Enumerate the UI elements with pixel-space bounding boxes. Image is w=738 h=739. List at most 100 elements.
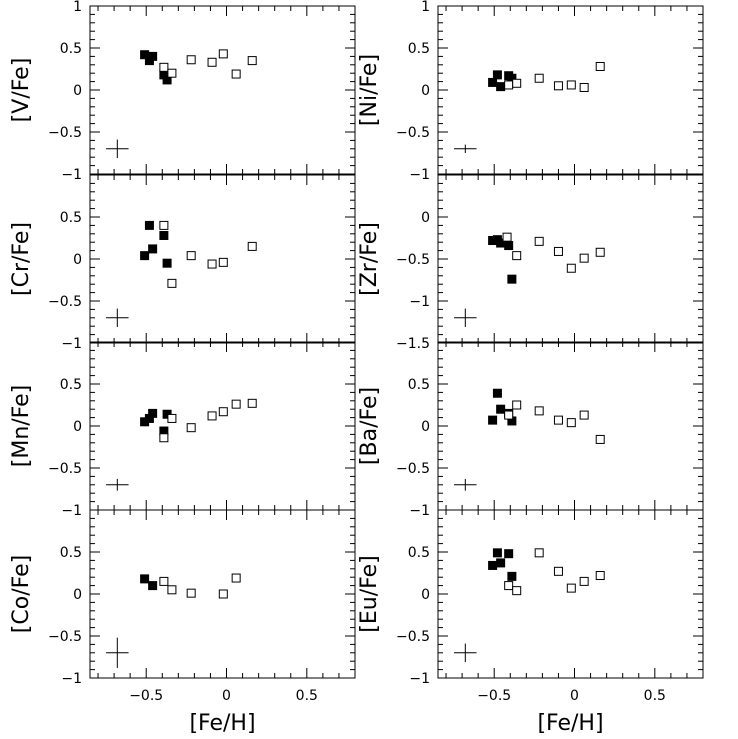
y-tick-label: 0.5 <box>60 41 82 57</box>
y-axis-label: [V/Fe] <box>9 58 34 123</box>
open-square-point <box>218 407 228 417</box>
open-square-point <box>595 571 605 581</box>
open-square-point <box>231 573 241 583</box>
filled-square-point <box>504 549 514 559</box>
open-square-point <box>553 566 563 576</box>
x-tick-label: 0.5 <box>296 688 318 704</box>
x-tick-label: −0.5 <box>129 688 163 704</box>
open-square-point <box>534 548 544 558</box>
y-axis-label: [Mn/Fe] <box>9 385 34 468</box>
plot-frame <box>437 174 704 344</box>
y-axis-label: [Co/Fe] <box>9 555 34 633</box>
y-tick-label: −1 <box>409 503 430 519</box>
y-axis-label: [Ba/Fe] <box>357 387 382 465</box>
y-tick-label: −0.5 <box>48 461 82 477</box>
panel-cr-fe: −1 −0.5 0 0.5 [Cr/Fe] <box>9 174 356 352</box>
open-square-point <box>186 251 196 261</box>
open-square-point <box>159 62 169 72</box>
plot-frame <box>89 341 356 511</box>
open-square-point <box>167 278 177 288</box>
y-tick-label: −0.5 <box>396 125 430 141</box>
y-tick-label: 1 <box>73 0 82 15</box>
open-square-point <box>159 433 169 443</box>
filled-square-point <box>492 548 502 558</box>
open-square-point <box>159 220 169 230</box>
filled-square-point <box>492 388 502 398</box>
panel-v-fe: −1 −0.5 0 0.5 1 [V/Fe] <box>9 0 356 183</box>
y-tick-label: −0.5 <box>48 294 82 310</box>
filled-square-point <box>496 82 506 92</box>
open-square-point <box>207 259 217 269</box>
y-tick-label: 0 <box>73 419 82 435</box>
y-tick-label: −1 <box>409 167 430 183</box>
open-square-point <box>218 257 228 267</box>
open-square-point <box>247 56 257 66</box>
y-tick-label: 0 <box>421 419 430 435</box>
y-tick-label: −1.5 <box>396 336 430 352</box>
panel-ni-fe: −1 −0.5 0 0.5 1 [Ni/Fe] <box>357 0 704 183</box>
open-square-point <box>534 236 544 246</box>
filled-square-point <box>144 220 154 230</box>
y-tick-label: −1 <box>61 503 82 519</box>
open-square-point <box>167 585 177 595</box>
y-axis-label: [Ni/Fe] <box>357 54 382 126</box>
y-tick-label: −0.5 <box>396 461 430 477</box>
open-square-point <box>553 415 563 425</box>
open-square-point <box>566 583 576 593</box>
open-square-point <box>512 586 522 596</box>
y-tick-label: 0 <box>73 252 82 268</box>
filled-square-point <box>148 581 158 591</box>
filled-square-point <box>148 408 158 418</box>
open-square-point <box>595 434 605 444</box>
y-tick-label: 0 <box>421 587 430 603</box>
open-square-point <box>247 241 257 251</box>
filled-square-point <box>507 274 517 284</box>
y-tick-label: −0.5 <box>396 252 430 268</box>
filled-square-point <box>496 558 506 568</box>
open-square-point <box>159 576 169 586</box>
y-tick-label: −1 <box>61 167 82 183</box>
panel-eu-fe: −1 −0.5 0 0.5 −0.5 0 0.5 [Eu/Fe] [Fe/H] <box>357 509 704 736</box>
open-square-point <box>579 576 589 586</box>
y-tick-label: 0 <box>421 210 430 226</box>
filled-square-point <box>159 230 169 240</box>
open-square-point <box>595 61 605 71</box>
filled-square-point <box>148 51 158 61</box>
panel-zr-fe: −1.5 −1 −0.5 0 [Zr/Fe] <box>357 174 704 352</box>
y-tick-label: −1 <box>409 671 430 687</box>
panel-ba-fe: −1 −0.5 0 0.5 [Ba/Fe] <box>357 341 704 519</box>
y-tick-label: 1 <box>421 0 430 15</box>
y-tick-label: 0.5 <box>60 545 82 561</box>
y-tick-label: −0.5 <box>48 629 82 645</box>
filled-square-point <box>488 415 498 425</box>
open-square-point <box>553 81 563 91</box>
y-tick-label: 0.5 <box>408 377 430 393</box>
open-square-point <box>566 80 576 90</box>
y-tick-label: −0.5 <box>48 125 82 141</box>
filled-square-point <box>504 241 514 251</box>
open-square-point <box>186 588 196 598</box>
filled-square-point <box>140 251 150 261</box>
x-tick-label: 0.5 <box>644 688 666 704</box>
filled-square-point <box>148 244 158 254</box>
open-square-point <box>504 80 514 90</box>
x-tick-label: −0.5 <box>477 688 511 704</box>
filled-square-point <box>140 574 150 584</box>
filled-square-point <box>496 404 506 414</box>
plot-frame <box>437 509 704 679</box>
open-square-point <box>186 423 196 433</box>
y-tick-label: 0.5 <box>408 545 430 561</box>
filled-square-point <box>507 571 517 581</box>
open-square-point <box>512 400 522 410</box>
filled-square-point <box>162 258 172 268</box>
filled-square-point <box>488 560 498 570</box>
open-square-point <box>218 49 228 59</box>
y-tick-label: −0.5 <box>396 629 430 645</box>
x-tick-label: 0 <box>570 688 579 704</box>
open-square-point <box>512 78 522 88</box>
open-square-point <box>579 82 589 92</box>
open-square-point <box>595 247 605 257</box>
open-square-point <box>231 399 241 409</box>
open-square-point <box>231 69 241 79</box>
open-square-point <box>534 406 544 416</box>
